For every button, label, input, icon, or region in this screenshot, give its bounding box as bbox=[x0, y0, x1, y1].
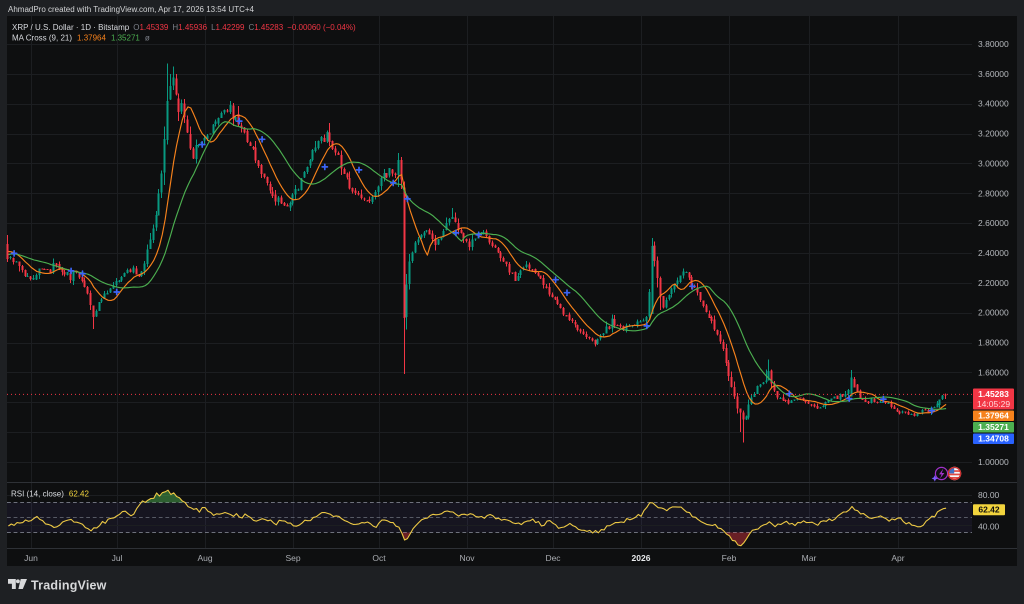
svg-text:Apr: Apr bbox=[891, 553, 904, 563]
svg-text:62.42: 62.42 bbox=[978, 505, 1000, 515]
svg-text:1.80000: 1.80000 bbox=[978, 338, 1009, 348]
svg-text:3.20000: 3.20000 bbox=[978, 129, 1009, 139]
svg-text:Oct: Oct bbox=[372, 553, 386, 563]
svg-text:80.00: 80.00 bbox=[978, 490, 1000, 500]
svg-text:2.00000: 2.00000 bbox=[978, 308, 1009, 318]
svg-text:2.60000: 2.60000 bbox=[978, 218, 1009, 228]
svg-text:1.00000: 1.00000 bbox=[978, 457, 1009, 467]
svg-text:Jul: Jul bbox=[112, 553, 123, 563]
svg-text:2.40000: 2.40000 bbox=[978, 248, 1009, 258]
svg-text:1.34708: 1.34708 bbox=[978, 434, 1009, 444]
svg-text:3.40000: 3.40000 bbox=[978, 99, 1009, 109]
svg-text:AhmadPro created with TradingV: AhmadPro created with TradingView.com, A… bbox=[8, 5, 255, 14]
svg-text:14:05:29: 14:05:29 bbox=[977, 399, 1010, 409]
svg-text:1.60000: 1.60000 bbox=[978, 367, 1009, 377]
svg-text:Dec: Dec bbox=[545, 553, 561, 563]
svg-text:1.45283: 1.45283 bbox=[978, 389, 1009, 399]
svg-text:Sep: Sep bbox=[285, 553, 300, 563]
svg-text:2026: 2026 bbox=[632, 553, 651, 563]
svg-text:3.00000: 3.00000 bbox=[978, 158, 1009, 168]
svg-text:2.80000: 2.80000 bbox=[978, 188, 1009, 198]
svg-text:2.20000: 2.20000 bbox=[978, 278, 1009, 288]
svg-text:Aug: Aug bbox=[197, 553, 212, 563]
svg-text:3.60000: 3.60000 bbox=[978, 69, 1009, 79]
svg-text:TradingView: TradingView bbox=[31, 579, 107, 593]
svg-text:1.37964: 1.37964 bbox=[978, 411, 1009, 421]
svg-text:RSI (14, close)62.42: RSI (14, close) 62.42 bbox=[11, 490, 89, 499]
svg-text:XRP / U.S. Dollar · 1D · Bitst: XRP / U.S. Dollar · 1D · Bitstamp O1.4533… bbox=[12, 23, 356, 32]
svg-text:40.00: 40.00 bbox=[978, 522, 1000, 532]
svg-text:Feb: Feb bbox=[722, 553, 737, 563]
svg-text:Jun: Jun bbox=[24, 553, 38, 563]
svg-text:1.35271: 1.35271 bbox=[978, 422, 1009, 432]
svg-text:Mar: Mar bbox=[802, 553, 817, 563]
svg-text:Nov: Nov bbox=[459, 553, 475, 563]
svg-text:3.80000: 3.80000 bbox=[978, 39, 1009, 49]
